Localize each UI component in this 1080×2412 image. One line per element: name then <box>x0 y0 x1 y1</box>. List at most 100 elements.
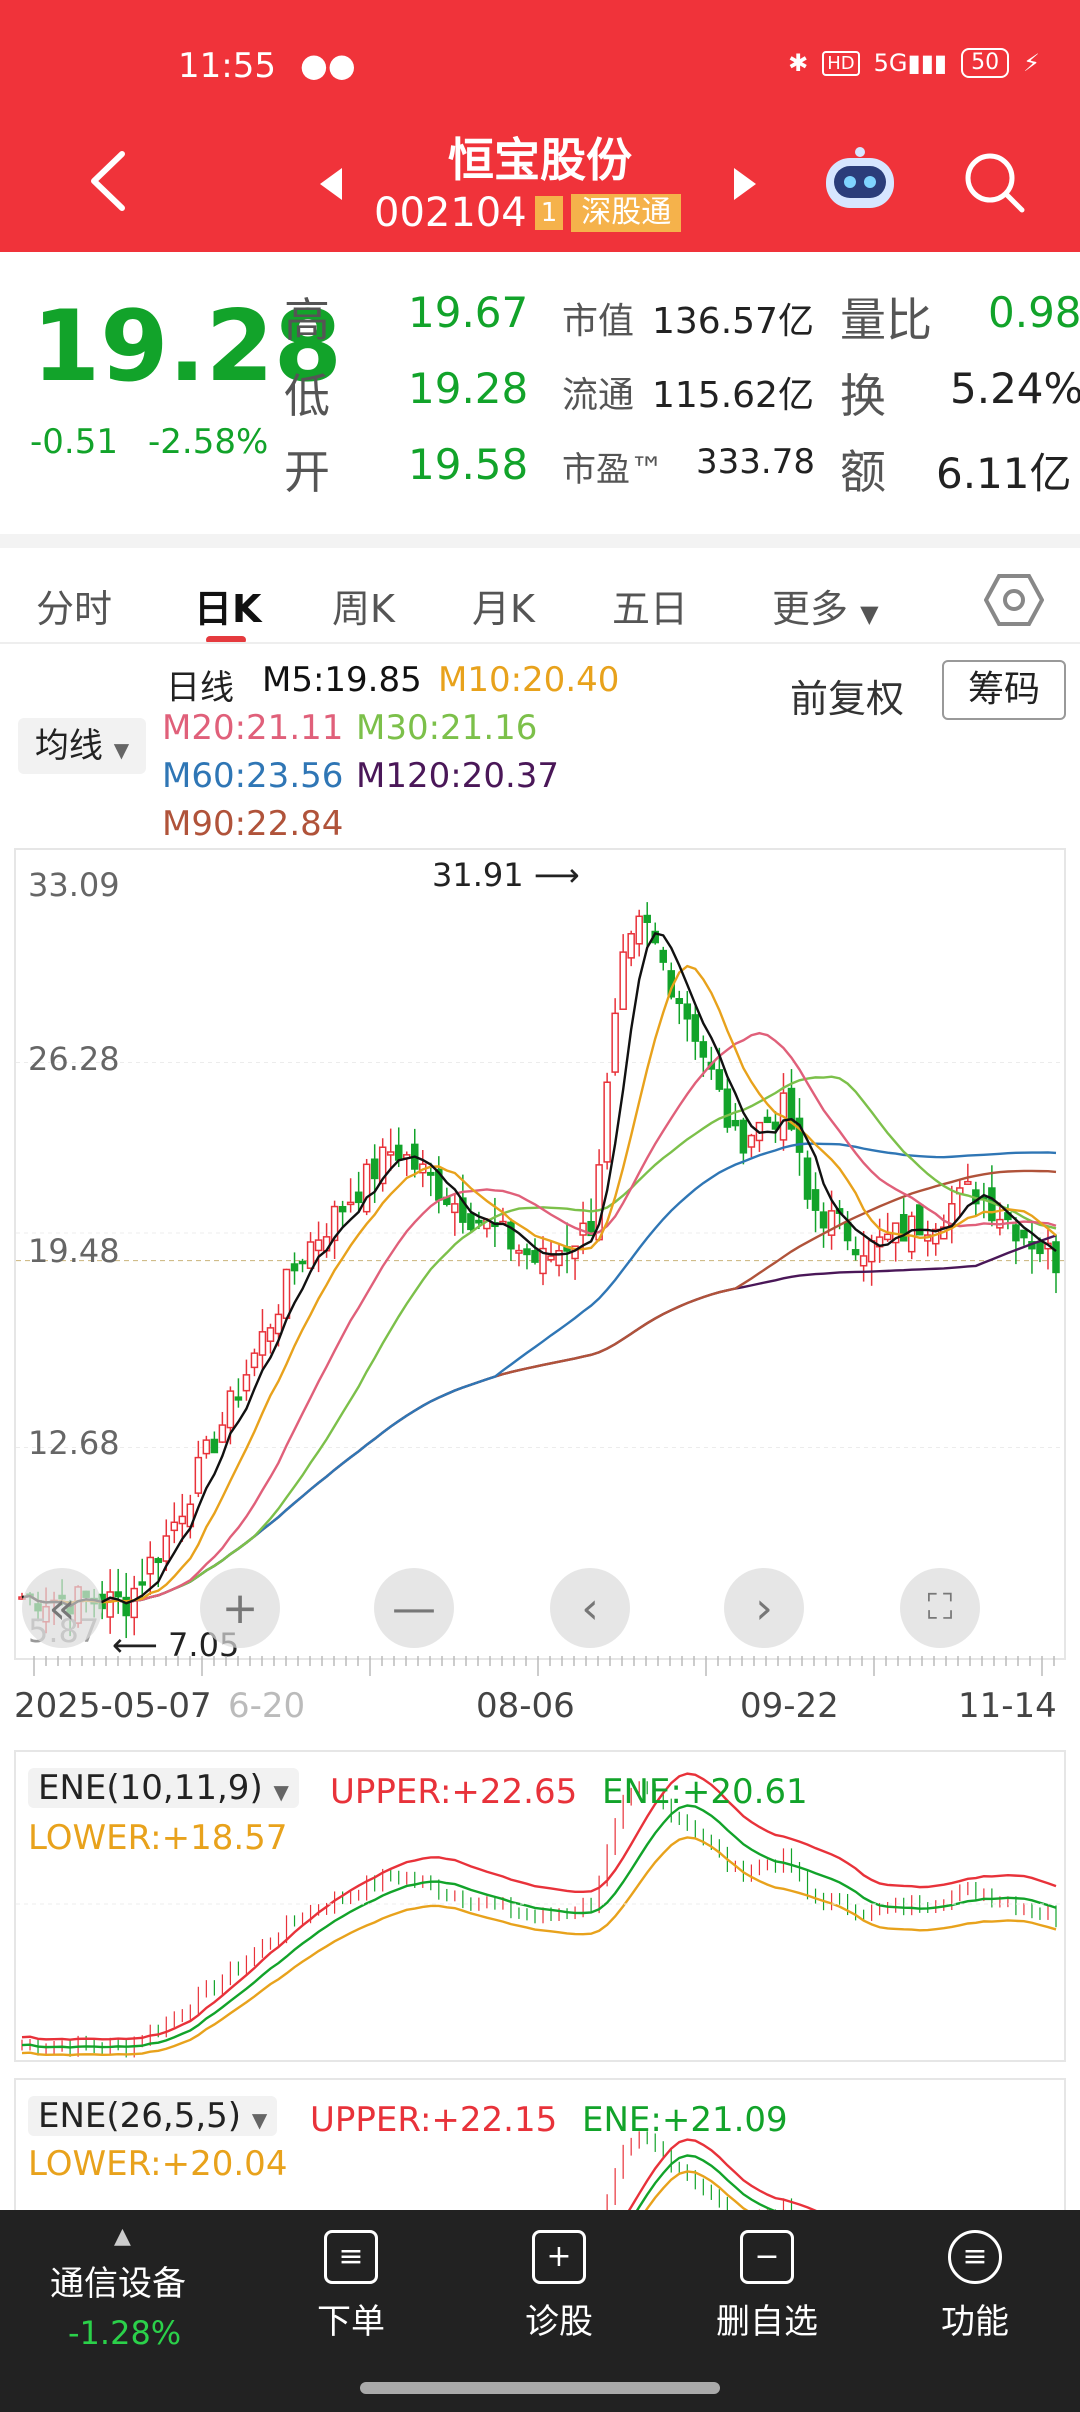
pe-label: 市盈™ <box>562 450 664 490</box>
fullscreen-icon: ⛶ <box>927 1587 953 1628</box>
float-label: 流通 <box>562 375 635 416</box>
candle-body <box>338 1205 347 1213</box>
ene2-selector[interactable]: ENE(26,5,5) ▼ <box>28 2096 278 2136</box>
candle-body <box>170 1521 179 1532</box>
candle-body <box>427 1171 435 1176</box>
vol-ratio-value: 0.98 <box>988 288 1080 337</box>
header-bar: 11:55 ●● ✱ HD 5G▮▮▮ 50 ⚡ 恒宝股份 002104 1 深… <box>0 0 1080 252</box>
tab-weekly-k[interactable]: 周K <box>332 587 395 631</box>
ene2-upper: UPPER:+22.15 <box>310 2100 558 2140</box>
tab-five-day[interactable]: 五日 <box>612 587 689 631</box>
mcap-label: 市值 <box>562 301 635 342</box>
candle-body <box>883 1233 892 1241</box>
candle-body <box>282 1268 291 1319</box>
legend-m60: M60:23.56 <box>162 756 344 796</box>
prev-stock-icon[interactable] <box>318 166 344 202</box>
candle-body <box>531 1250 539 1263</box>
candle-body <box>715 1069 724 1090</box>
price-change: -0.51 <box>30 422 118 462</box>
next-stock-icon[interactable] <box>732 166 758 202</box>
candle-body <box>619 951 627 1010</box>
search-icon[interactable] <box>962 150 1028 216</box>
candle-body <box>459 1197 467 1223</box>
wechat-icon: ●● <box>300 46 356 84</box>
candle-body <box>675 998 684 1005</box>
legend-m90: M90:22.84 <box>162 804 344 844</box>
candle-body <box>202 1439 211 1455</box>
float-value: 115.62亿 <box>652 375 814 416</box>
zoom-out-button[interactable]: — <box>374 1568 454 1648</box>
robot-assistant-icon[interactable] <box>822 146 898 212</box>
candle-body <box>354 1191 363 1204</box>
minus-box-icon: − <box>740 2230 794 2284</box>
tab-daily-k[interactable]: 日K <box>194 587 262 631</box>
ene1-mid: ENE:+20.61 <box>602 1772 808 1812</box>
signal-icon: 5G▮▮▮ <box>873 49 948 77</box>
indicator-selector[interactable]: 均线 ▼ <box>18 718 146 774</box>
y-tick-2: 26.28 <box>28 1040 120 1078</box>
mcap-value: 136.57亿 <box>652 301 814 342</box>
candle-body <box>643 914 651 923</box>
stock-name: 恒宝股份 <box>448 133 632 187</box>
ene1-selector[interactable]: ENE(10,11,9) ▼ <box>28 1768 299 1808</box>
chevron-down-icon: ▼ <box>273 1780 289 1804</box>
adjust-mode-button[interactable]: 前复权 <box>790 677 905 721</box>
scroll-to-start-button[interactable]: « <box>22 1568 102 1648</box>
legend-daily: 日线 <box>166 668 234 708</box>
remove-watchlist-button[interactable]: − 删自选 <box>692 2230 842 2343</box>
candle-body <box>218 1424 227 1443</box>
candle-body <box>475 1219 483 1224</box>
indicator-panel-1[interactable] <box>14 1750 1066 2062</box>
candle-body <box>731 1119 740 1127</box>
candle-body <box>306 1241 315 1269</box>
y-tick-3: 19.48 <box>28 1232 120 1270</box>
candle-body <box>515 1249 523 1254</box>
candle-body <box>739 1119 748 1154</box>
open-value: 19.58 <box>408 440 529 489</box>
low-label: 低 <box>284 369 330 423</box>
open-label: 开 <box>284 445 330 499</box>
candle-body <box>1052 1241 1060 1274</box>
date-label-4: 09-22 <box>740 1686 839 1726</box>
charging-icon: ⚡ <box>1023 49 1040 77</box>
sector-name[interactable]: 通信设备 <box>50 2264 186 2304</box>
candle-body <box>467 1213 475 1231</box>
settings-icon[interactable] <box>984 570 1044 630</box>
diagnose-button[interactable]: + 诊股 <box>484 2230 634 2343</box>
candle-body <box>859 1255 868 1267</box>
zoom-in-button[interactable]: + <box>200 1568 280 1648</box>
ene-chart-1 <box>16 1772 1064 2058</box>
ene-lower-line <box>21 1836 1057 2057</box>
candle-body <box>258 1331 267 1356</box>
candle-body <box>250 1352 259 1369</box>
back-icon[interactable] <box>86 148 132 214</box>
y-tick-4: 12.68 <box>28 1424 120 1462</box>
tab-minute[interactable]: 分时 <box>36 587 113 631</box>
scroll-left-button[interactable]: ‹ <box>550 1568 630 1648</box>
ma-line-m60 <box>21 1142 1057 1605</box>
candle-body <box>787 1087 796 1130</box>
candle-body <box>627 933 635 959</box>
last-price: 19.28 <box>32 290 342 404</box>
candle-body <box>603 1081 611 1163</box>
ene1-lower: LOWER:+18.57 <box>28 1818 288 1858</box>
tab-monthly-k[interactable]: 月K <box>472 587 535 631</box>
candle-body <box>691 1014 700 1042</box>
candle-body <box>178 1515 187 1525</box>
order-button[interactable]: ≡ 下单 <box>276 2230 426 2343</box>
tab-more[interactable]: 更多 ▼ <box>772 587 879 631</box>
kline-chart-panel[interactable] <box>14 848 1066 1660</box>
high-label: 高 <box>284 293 330 347</box>
diagnose-icon: + <box>532 2230 586 2284</box>
candle-body <box>819 1211 828 1229</box>
chips-button[interactable]: 筹码 <box>942 660 1066 720</box>
function-button[interactable]: ≡ 功能 <box>900 2230 1050 2343</box>
fullscreen-button[interactable]: ⛶ <box>900 1568 980 1648</box>
candle-body <box>1012 1224 1020 1242</box>
candle-body <box>547 1255 555 1261</box>
amount-value: 6.11亿 <box>936 449 1072 498</box>
scroll-right-button[interactable]: › <box>724 1568 804 1648</box>
arrow-right-icon: ⟶ <box>533 856 580 894</box>
kline-chart <box>16 902 1064 1639</box>
ene2-mid: ENE:+21.09 <box>582 2100 788 2140</box>
